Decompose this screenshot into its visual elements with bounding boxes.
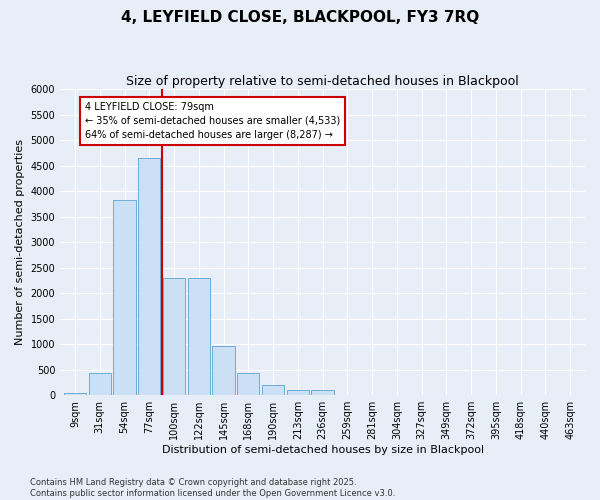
Title: Size of property relative to semi-detached houses in Blackpool: Size of property relative to semi-detach… [126,75,519,88]
Bar [212,346,235,395]
Bar [89,374,111,395]
Text: 4, LEYFIELD CLOSE, BLACKPOOL, FY3 7RQ: 4, LEYFIELD CLOSE, BLACKPOOL, FY3 7RQ [121,10,479,25]
Bar [262,385,284,395]
Bar [138,158,160,395]
Bar [64,392,86,395]
Bar [311,390,334,395]
Text: Contains HM Land Registry data © Crown copyright and database right 2025.
Contai: Contains HM Land Registry data © Crown c… [30,478,395,498]
Bar [237,374,259,395]
Bar [287,390,309,395]
X-axis label: Distribution of semi-detached houses by size in Blackpool: Distribution of semi-detached houses by … [161,445,484,455]
Y-axis label: Number of semi-detached properties: Number of semi-detached properties [15,139,25,345]
Bar [163,278,185,395]
Text: 4 LEYFIELD CLOSE: 79sqm
← 35% of semi-detached houses are smaller (4,533)
64% of: 4 LEYFIELD CLOSE: 79sqm ← 35% of semi-de… [85,102,340,140]
Bar [113,200,136,395]
Bar [188,278,210,395]
